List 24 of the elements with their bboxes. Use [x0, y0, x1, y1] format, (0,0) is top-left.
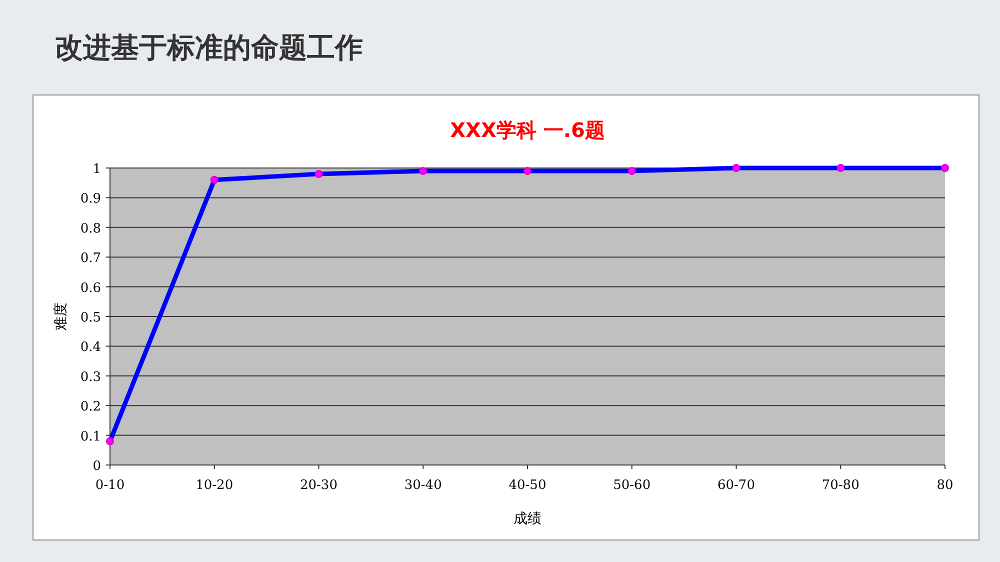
x-tick-label: 30-40	[404, 478, 442, 493]
y-tick-label: 0.7	[80, 251, 101, 266]
y-tick-label: 0.2	[80, 400, 101, 415]
y-tick-label: 0.1	[80, 429, 101, 444]
x-tick-label: 0-10	[95, 478, 125, 493]
y-tick-label: 0.5	[80, 310, 101, 326]
y-tick-label: 0.3	[80, 370, 101, 385]
y-tick-label: 0.9	[80, 192, 101, 207]
x-axis-title: 成绩	[514, 511, 542, 527]
y-tick-label: 0.4	[80, 340, 101, 356]
x-tick-label: 70-80	[822, 478, 860, 493]
x-tick-label: 60-70	[718, 478, 755, 493]
chart-subtitle: XXX学科 一.6题	[450, 118, 605, 142]
y-tick-label: 0.8	[80, 221, 101, 236]
y-tick-label: 0	[92, 459, 101, 474]
chart-title: 改进基于标准的命题工作	[55, 31, 363, 64]
x-tick-label: 80	[936, 478, 954, 493]
y-tick-label: 0.6	[80, 280, 101, 296]
x-tick-label: 10-20	[196, 478, 234, 493]
x-tick-label: 20-30	[300, 478, 338, 493]
y-tick-label: 1	[92, 162, 101, 177]
x-tick-label: 40-50	[508, 478, 546, 493]
x-tick-label: 50-60	[613, 478, 651, 493]
y-axis-title: 难度	[53, 302, 69, 332]
